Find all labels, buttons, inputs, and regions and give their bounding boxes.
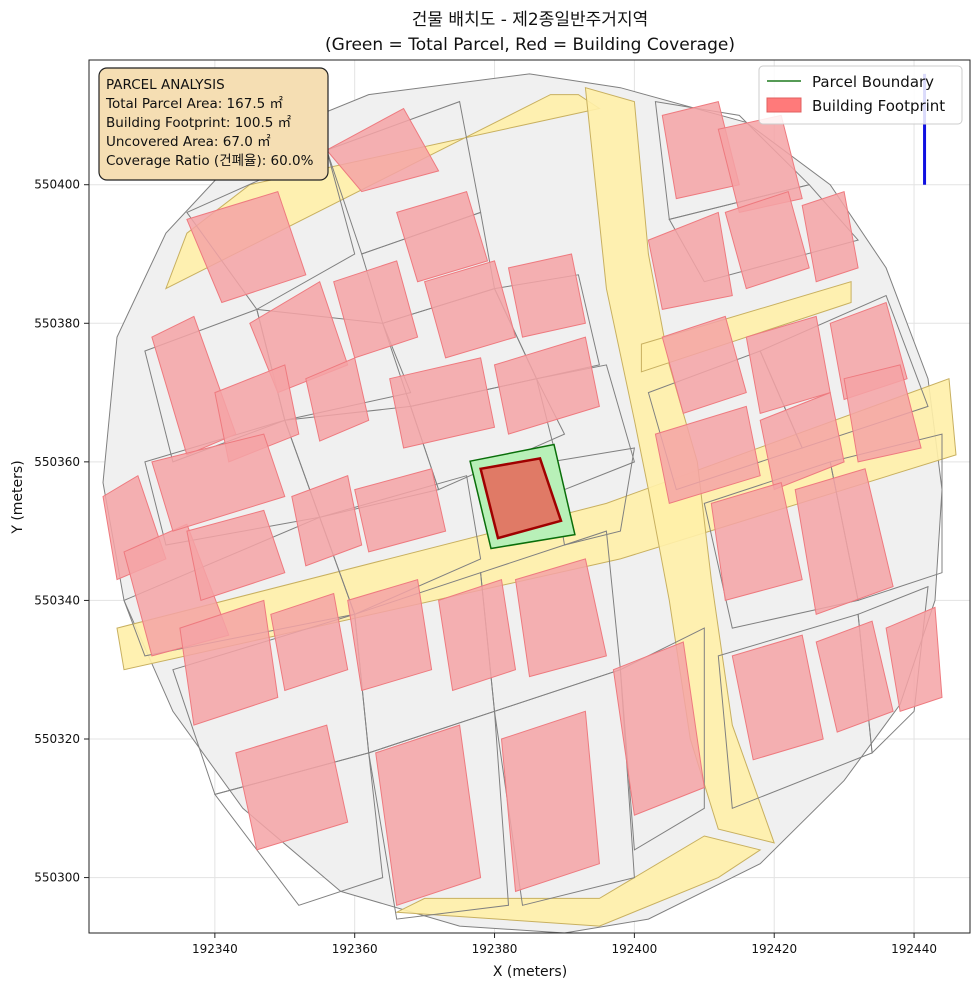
context-building xyxy=(801,190,859,283)
context-building xyxy=(794,468,894,615)
context-building xyxy=(612,641,705,816)
y-axis-label: Y (meters) xyxy=(10,460,26,534)
road-south-wedge xyxy=(394,835,762,927)
context-building xyxy=(438,578,517,692)
parcel-analysis-box: PARCEL ANALYSIS Total Parcel Area: 167.5… xyxy=(98,67,329,181)
legend: Parcel Boundary Building Footprint xyxy=(758,65,963,125)
context-building xyxy=(507,253,586,338)
context-building xyxy=(389,357,496,449)
chart-title-line2: (Green = Total Parcel, Red = Building Co… xyxy=(325,35,735,55)
legend-parcel-label: Parcel Boundary xyxy=(812,73,934,91)
context-building xyxy=(423,260,517,359)
axis-ticks: 192340 192360 192380 192400 192420 192440 5503… xyxy=(34,178,937,956)
target-building xyxy=(479,456,563,540)
context-building xyxy=(270,592,349,692)
context-building xyxy=(186,509,286,602)
x-axis-label: X (meters) xyxy=(493,964,567,980)
context-building xyxy=(375,724,482,906)
context-building xyxy=(347,578,433,692)
context-parcel xyxy=(619,627,705,851)
y-tick-label: 550380 xyxy=(34,316,80,330)
x-tick-label: 192340 xyxy=(192,942,238,956)
context-building xyxy=(214,364,300,463)
info-box-background xyxy=(98,67,329,181)
context-building xyxy=(179,599,279,726)
context-building xyxy=(647,211,733,310)
context-building xyxy=(843,364,922,463)
x-tick-label: 192420 xyxy=(751,942,797,956)
chart-title-line1: 건물 배치도 - 제2종일반주거지역 xyxy=(412,10,648,30)
context-parcel xyxy=(368,710,510,920)
context-building xyxy=(186,190,307,304)
context-building xyxy=(325,107,440,193)
info-line-uncovered: Uncovered Area: 67.0 ㎡ xyxy=(106,134,271,150)
context-building xyxy=(305,357,370,442)
context-building xyxy=(885,606,943,712)
context-parcel xyxy=(409,378,566,491)
context-building xyxy=(354,468,447,553)
context-building xyxy=(514,558,607,678)
context-building xyxy=(500,710,600,893)
plot-border xyxy=(88,59,971,934)
context-building xyxy=(291,475,363,567)
context-building xyxy=(333,260,419,359)
y-tick-label: 550300 xyxy=(34,871,80,885)
x-tick-label: 192440 xyxy=(891,942,937,956)
context-building xyxy=(815,620,894,733)
x-tick-label: 192400 xyxy=(611,942,657,956)
context-building xyxy=(710,481,803,602)
x-tick-label: 192360 xyxy=(332,942,378,956)
y-tick-label: 550320 xyxy=(34,732,80,746)
legend-building-swatch xyxy=(766,97,802,113)
context-building xyxy=(759,391,845,491)
info-line-title: PARCEL ANALYSIS xyxy=(106,77,225,93)
y-tick-label: 550340 xyxy=(34,593,80,607)
info-line-coverage: Coverage Ratio (건폐율): 60.0% xyxy=(106,153,314,169)
context-building xyxy=(151,433,286,532)
context-building xyxy=(654,405,761,505)
y-tick-label: 550400 xyxy=(34,178,80,192)
info-line-total-area: Total Parcel Area: 167.5 ㎡ xyxy=(105,96,283,112)
legend-box xyxy=(758,65,963,125)
y-tick-label: 550360 xyxy=(34,455,80,469)
context-building xyxy=(493,336,600,435)
context-building xyxy=(235,724,349,851)
legend-building-label: Building Footprint xyxy=(812,97,945,115)
context-building xyxy=(396,190,489,283)
info-line-footprint: Building Footprint: 100.5 ㎡ xyxy=(106,115,292,131)
context-building xyxy=(724,190,810,290)
context-building xyxy=(661,315,747,415)
x-tick-label: 192380 xyxy=(472,942,518,956)
context-building xyxy=(731,634,824,761)
map-layer xyxy=(102,73,957,934)
